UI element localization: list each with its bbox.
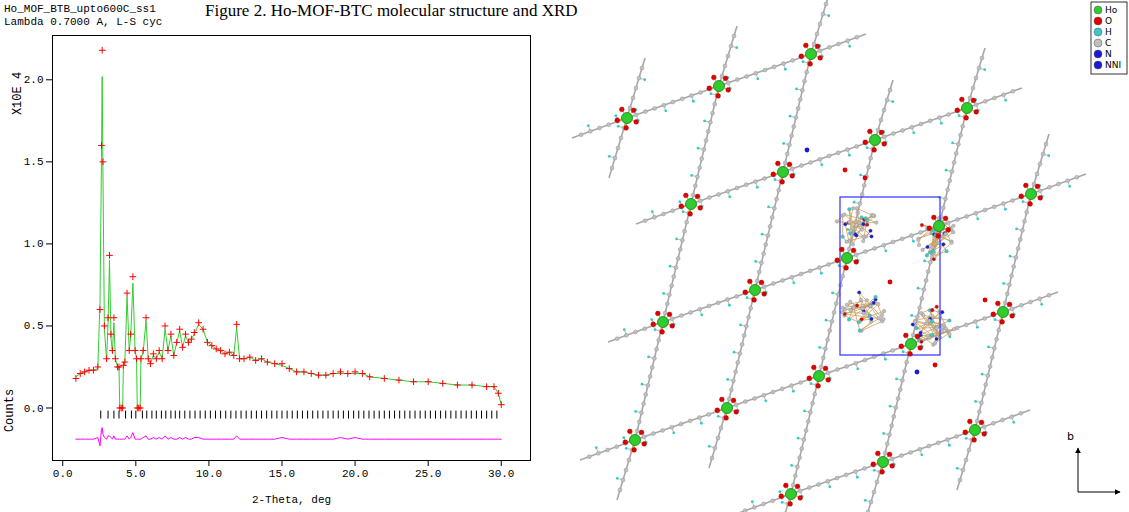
svg-text:0.0: 0.0	[53, 468, 73, 480]
svg-text:0.5: 0.5	[24, 320, 44, 332]
html-text:Lambda 0.7000 A, L-S cyc: Lambda 0.7000 A, L-S cyc	[4, 16, 163, 28]
html-text:Figure 2. Ho-MOF-BTC molecular: Figure 2. Ho-MOF-BTC molecular structure…	[205, 1, 578, 20]
svg-text:Counts: Counts	[3, 389, 17, 432]
svg-text:N: N	[1105, 49, 1112, 59]
svg-text:5.0: 5.0	[126, 468, 146, 480]
svg-text:1.0: 1.0	[24, 238, 44, 250]
svg-text:10.0: 10.0	[196, 468, 222, 480]
svg-text:C: C	[1105, 38, 1111, 48]
svg-text:Ho: Ho	[1105, 5, 1118, 15]
svg-text:2.0: 2.0	[24, 74, 44, 86]
svg-text:1.5: 1.5	[24, 156, 44, 168]
svg-text:H: H	[1105, 27, 1112, 37]
svg-text:X10E 4: X10E 4	[11, 72, 25, 115]
svg-text:15.0: 15.0	[269, 468, 295, 480]
svg-text:O: O	[1105, 16, 1112, 26]
svg-text:b: b	[1067, 430, 1074, 443]
svg-text:0.0: 0.0	[24, 403, 44, 415]
svg-text:30.0: 30.0	[488, 468, 514, 480]
svg-text:NNI: NNI	[1105, 60, 1121, 70]
svg-text:2-Theta, deg: 2-Theta, deg	[252, 494, 331, 506]
html-text:Ho_MOF_BTB_upto600C_ss1: Ho_MOF_BTB_upto600C_ss1	[4, 3, 156, 15]
svg-text:20.0: 20.0	[342, 468, 368, 480]
svg-text:25.0: 25.0	[415, 468, 441, 480]
